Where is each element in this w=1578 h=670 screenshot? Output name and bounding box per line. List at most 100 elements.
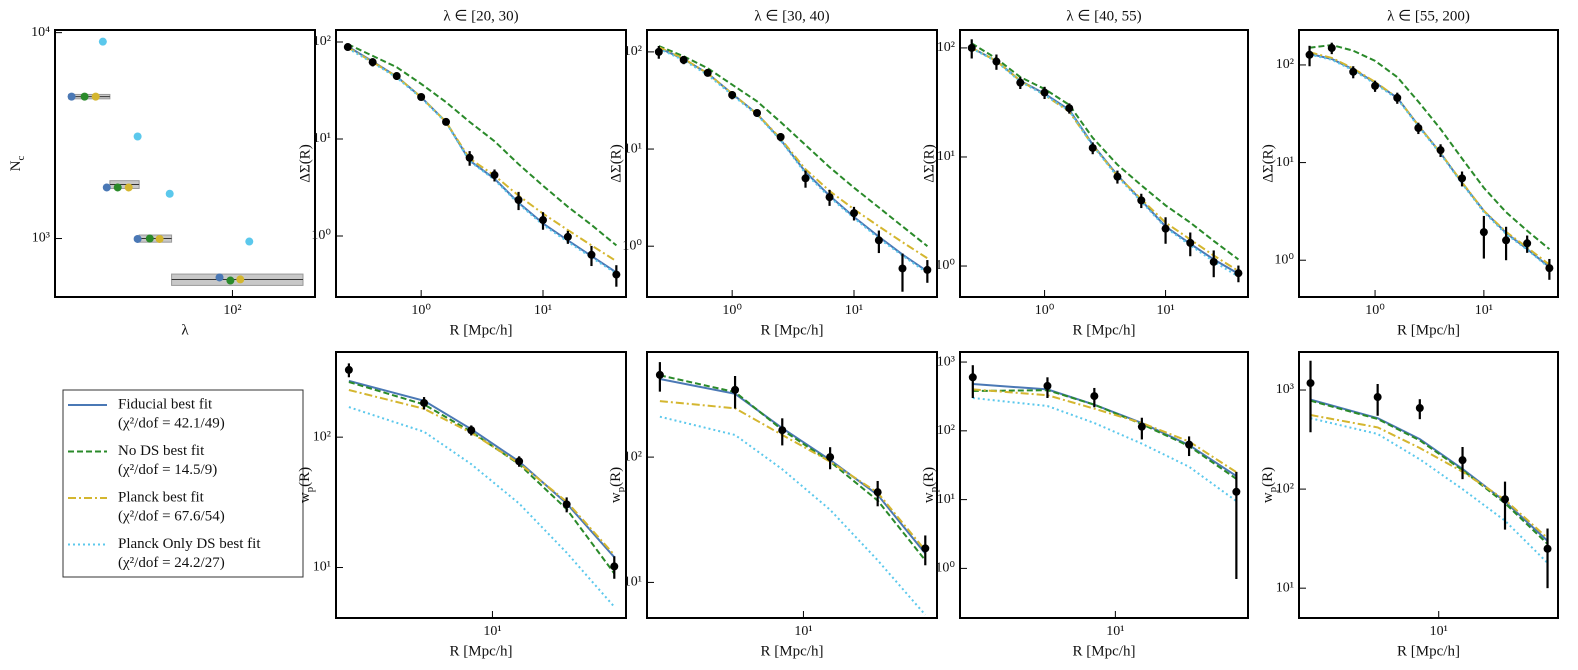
data-point xyxy=(1327,44,1336,53)
data-point xyxy=(610,562,619,571)
legend-label: Fiducial best fit xyxy=(118,396,213,412)
model-curve xyxy=(972,388,1237,474)
model-point xyxy=(98,37,107,46)
model-curve xyxy=(348,381,616,575)
data-point xyxy=(1209,257,1218,266)
y-tick-label: 10³ xyxy=(1276,382,1294,397)
x-axis-label: R [Mpc/h] xyxy=(450,322,513,338)
x-tick-label: 10¹ xyxy=(1106,624,1124,639)
panel-frame xyxy=(1298,29,1559,298)
data-point xyxy=(442,117,451,126)
data-point xyxy=(563,232,572,241)
model-curve xyxy=(1309,52,1551,268)
data-point xyxy=(1458,456,1467,465)
data-point xyxy=(921,544,930,553)
y-tick-label: 10¹ xyxy=(624,141,642,156)
x-tick-label: 10⁰ xyxy=(722,303,742,318)
data-point xyxy=(1349,67,1358,76)
panel: R [Mpc/h] wp(R) 10¹ 10¹ 10² xyxy=(608,351,938,659)
model-point xyxy=(165,189,174,198)
y-axis-label: wp(R) xyxy=(608,467,626,503)
panel-title: λ ∈ [55, 200) xyxy=(1387,8,1470,24)
model-curve xyxy=(971,47,1239,278)
data-point xyxy=(368,58,377,67)
data-point xyxy=(490,171,499,180)
legend-note: (χ²/dof = 14.5/9) xyxy=(118,462,217,478)
data-point xyxy=(344,365,353,374)
data-point xyxy=(1090,392,1099,401)
plot-area xyxy=(1305,42,1554,280)
model-curve xyxy=(658,46,928,260)
data-point xyxy=(562,500,571,509)
panel-frame xyxy=(646,351,938,619)
y-tick-label: 10³ xyxy=(937,354,955,369)
model-curve xyxy=(971,42,1239,261)
data-point xyxy=(1415,404,1424,413)
x-axis-label: R [Mpc/h] xyxy=(1073,643,1136,659)
plot-area xyxy=(343,43,621,287)
data-point xyxy=(417,93,426,102)
data-point xyxy=(467,426,476,435)
x-tick-label: 10¹ xyxy=(1475,303,1493,318)
model-point xyxy=(245,237,254,246)
legend-label: No DS best fit xyxy=(118,443,205,459)
model-point xyxy=(67,92,76,101)
x-tick-label: 10¹ xyxy=(845,303,863,318)
data-point xyxy=(874,236,883,245)
data-point xyxy=(1371,81,1380,90)
model-curve xyxy=(972,397,1237,502)
x-tick-label: 10¹ xyxy=(534,303,552,318)
model-point xyxy=(124,183,133,192)
model-point xyxy=(133,234,142,243)
panel-frame xyxy=(54,29,316,298)
legend-label: Planck best fit xyxy=(118,489,205,505)
data-point xyxy=(1016,78,1025,87)
data-point xyxy=(392,72,401,81)
panel-frame xyxy=(959,29,1249,298)
data-point xyxy=(1305,50,1314,59)
x-axis-label: R [Mpc/h] xyxy=(1397,643,1460,659)
y-tick-label: 10² xyxy=(1276,57,1294,72)
panel: λ ∈ [40, 55) R [Mpc/h] ΔΣ(R) 10⁰ 10¹ 10⁰ 10¹ 10… xyxy=(921,8,1249,338)
x-tick-label: 10⁰ xyxy=(1365,303,1385,318)
data-point xyxy=(1137,196,1146,205)
model-point xyxy=(91,92,100,101)
model-curve xyxy=(1310,417,1549,564)
y-axis-label: ΔΣ(R) xyxy=(1260,144,1276,182)
data-point xyxy=(753,108,762,117)
model-point xyxy=(113,183,122,192)
model-curve xyxy=(347,45,617,274)
legend-note: (χ²/dof = 24.2/27) xyxy=(118,555,225,571)
data-point xyxy=(826,453,835,462)
model-curve xyxy=(1309,53,1551,269)
data-point xyxy=(967,43,976,52)
data-point xyxy=(612,270,621,279)
panel: λ ∈ [30, 40) R [Mpc/h] ΔΣ(R) 10⁰ 10¹ 10⁰ 10¹ 10… xyxy=(608,8,938,338)
data-point xyxy=(778,426,787,435)
y-tick-label: 10¹ xyxy=(313,131,331,146)
data-point xyxy=(1436,146,1445,155)
data-point xyxy=(1414,124,1423,133)
data-point xyxy=(1186,238,1195,247)
legend-box xyxy=(62,389,304,578)
plot-area xyxy=(344,363,619,608)
data-point xyxy=(1545,264,1554,273)
model-curve xyxy=(658,47,928,274)
y-tick-label: 10¹ xyxy=(313,560,331,575)
y-tick-label: 10² xyxy=(937,40,955,55)
panel: λ ∈ [55, 200) R [Mpc/h] ΔΣ(R) 10⁰ 10¹ 10⁰ 10¹ 1… xyxy=(1260,8,1559,338)
y-tick-label: 10⁰ xyxy=(935,561,955,576)
legend-note: (χ²/dof = 67.6/54) xyxy=(118,508,225,524)
model-curve xyxy=(347,43,618,247)
y-axis-label: ΔΣ(R) xyxy=(608,144,624,182)
x-axis-label: R [Mpc/h] xyxy=(1397,322,1460,338)
data-point xyxy=(1393,93,1402,102)
y-tick-label: 10² xyxy=(1276,481,1294,496)
data-point xyxy=(923,265,932,274)
model-point xyxy=(236,275,245,284)
y-tick-label: 10⁰ xyxy=(935,258,955,273)
y-axis-label: Nc xyxy=(8,156,26,172)
y-tick-label: 10² xyxy=(624,44,642,59)
